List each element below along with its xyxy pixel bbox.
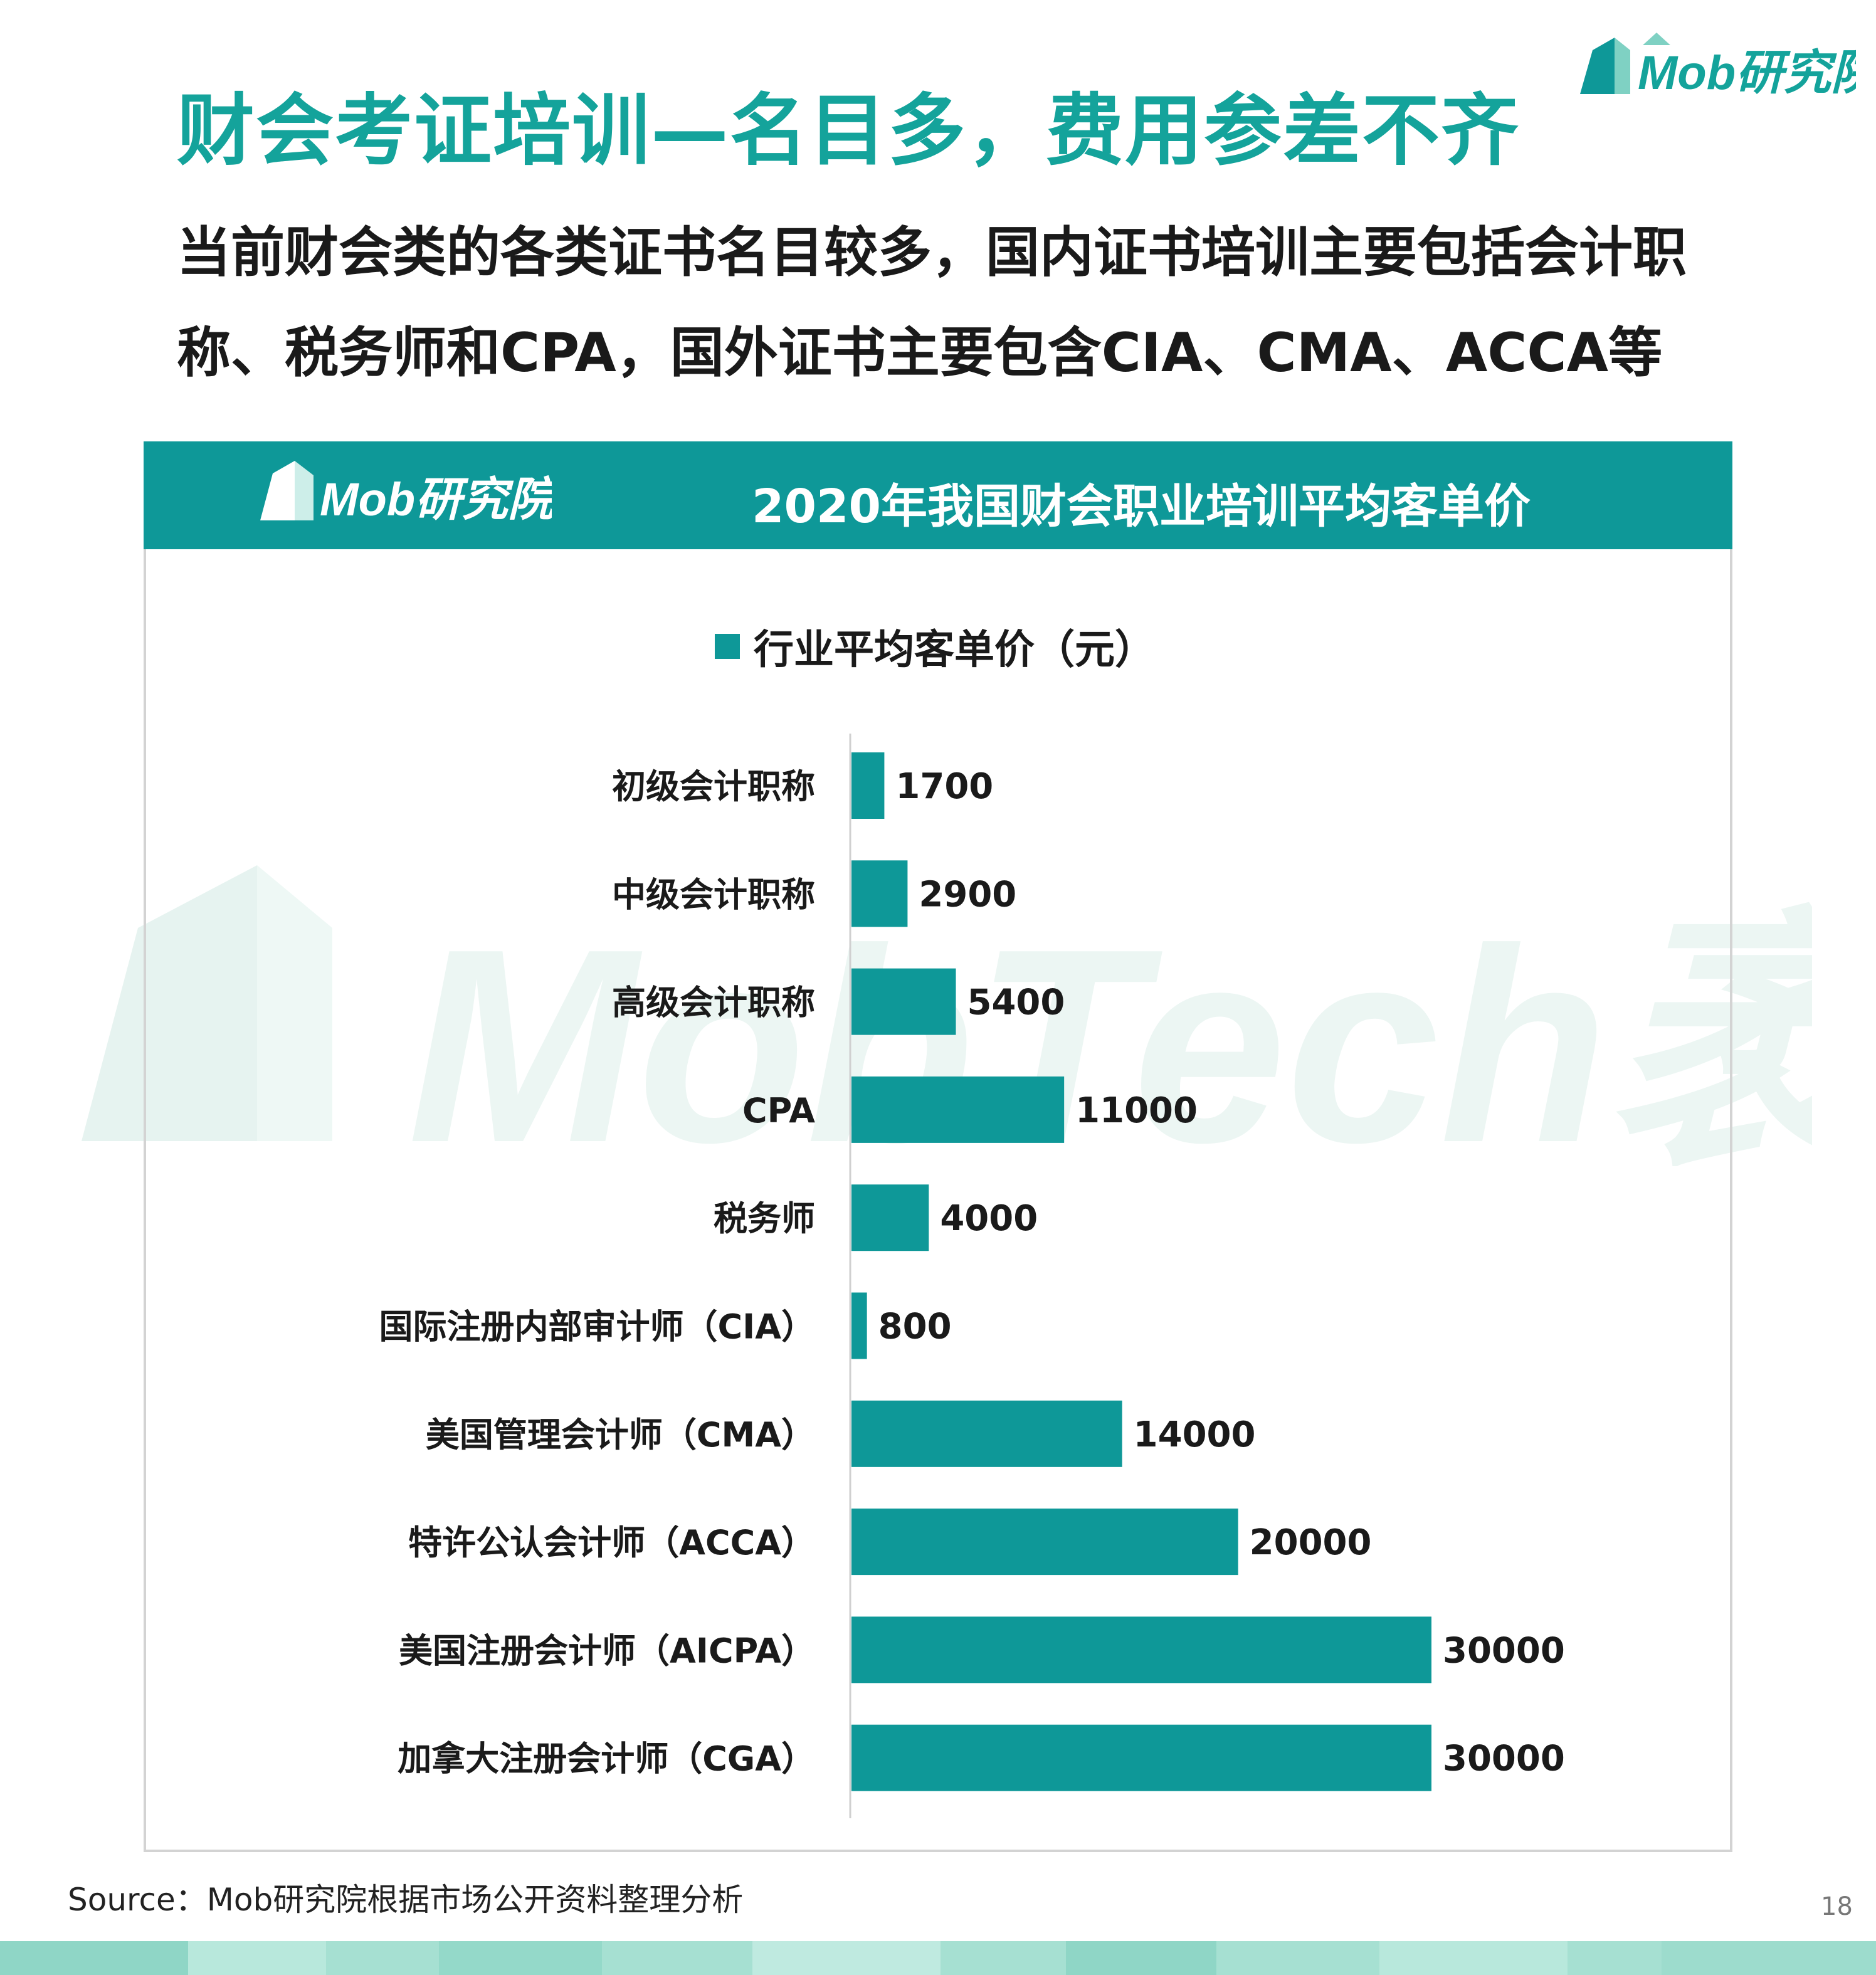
- data-label-7: 20000: [1250, 1522, 1372, 1563]
- category-label-3: CPA: [742, 1091, 815, 1130]
- category-label-8: 美国注册会计师（AICPA）: [399, 1631, 815, 1670]
- subtitle-line-1: 当前财会类的各类证书名目较多，国内证书培训主要包括会计职: [177, 221, 1687, 284]
- bar-7: [851, 1509, 1238, 1576]
- bar-0: [851, 752, 885, 819]
- data-label-8: 30000: [1443, 1630, 1565, 1671]
- bar-1: [851, 860, 908, 927]
- bar-5: [851, 1292, 867, 1359]
- data-label-5: 800: [878, 1307, 952, 1347]
- legend-label: 行业平均客单价（元）: [754, 627, 1155, 673]
- category-label-0: 初级会计职称: [612, 767, 815, 806]
- data-label-4: 4000: [940, 1198, 1038, 1239]
- data-label-0: 1700: [895, 766, 993, 807]
- category-label-9: 加拿大注册会计师（CGA）: [398, 1739, 815, 1779]
- category-label-1: 中级会计职称: [612, 875, 815, 914]
- mobtech-watermark: MobTech袤博: [82, 865, 1812, 1166]
- bar-6: [851, 1400, 1122, 1467]
- bars-group: 初级会计职称 1700 中级会计职称 2900 高级会计职称 5400 CPA 11000 税务…: [379, 734, 1565, 1818]
- watermark-text: MobTech袤博: [408, 892, 1812, 1166]
- panel-logo-text: Mob研究院: [320, 473, 552, 525]
- data-label-6: 14000: [1134, 1414, 1256, 1455]
- page-title: 财会考证培训—名目多，费用参差不齐: [177, 86, 1520, 176]
- bar-9: [851, 1724, 1431, 1791]
- chart-legend: 行业平均客单价（元）: [715, 618, 1155, 675]
- category-label-6: 美国管理会计师（CMA）: [426, 1415, 815, 1455]
- data-label-3: 11000: [1075, 1090, 1198, 1131]
- category-label-7: 特许公认会计师（ACCA）: [408, 1523, 815, 1562]
- bar-3: [851, 1076, 1065, 1143]
- footer-decoration-strip: [0, 1941, 1876, 1975]
- category-label-4: 税务师: [714, 1199, 815, 1238]
- bar-2: [851, 968, 956, 1035]
- category-label-5: 国际注册内部审计师（CIA）: [379, 1307, 815, 1347]
- page-number: 18: [1821, 1892, 1853, 1921]
- brand-logo-text: Mob研究院: [1638, 46, 1856, 100]
- source-note: Source：Mob研究院根据市场公开资料整理分析: [68, 1882, 744, 1918]
- chart-title: 2020年我国财会职业培训平均客单价: [752, 480, 1531, 534]
- data-label-2: 5400: [967, 982, 1065, 1023]
- chart-header-bar: [144, 441, 1732, 549]
- legend-swatch: [715, 634, 740, 659]
- brand-logo: Mob研究院: [1580, 33, 1856, 100]
- data-label-1: 2900: [919, 874, 1016, 915]
- bar-4: [851, 1184, 929, 1251]
- panel-logo: Mob研究院: [260, 461, 552, 525]
- bar-8: [851, 1616, 1431, 1683]
- subtitle-line-2: 称、税务师和CPA，国外证书主要包含CIA、CMA、ACCA等: [177, 322, 1663, 384]
- category-label-2: 高级会计职称: [612, 983, 815, 1023]
- data-label-9: 30000: [1443, 1739, 1565, 1779]
